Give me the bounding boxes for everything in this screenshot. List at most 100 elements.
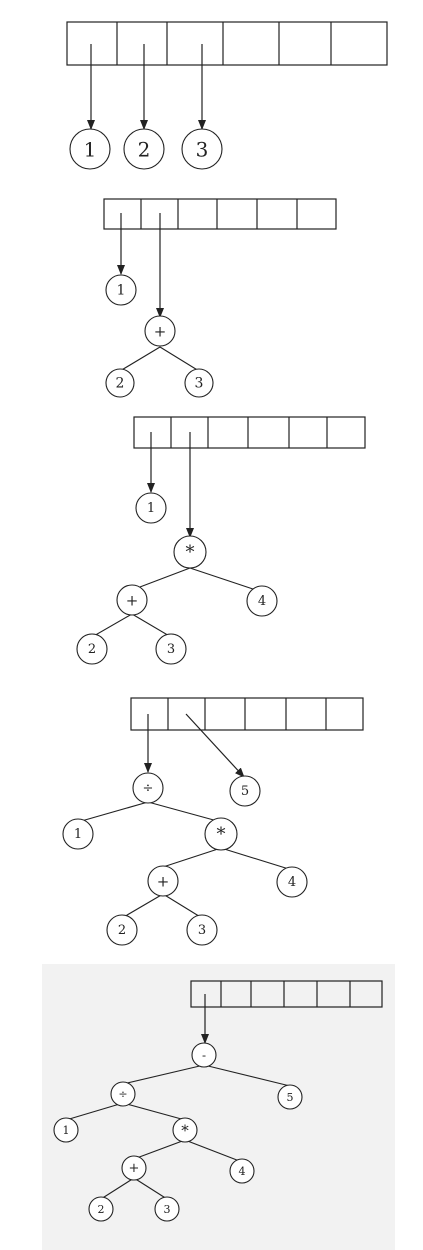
node-circle — [276, 866, 308, 898]
tree-edge — [100, 1177, 135, 1200]
node-circle — [246, 585, 278, 617]
node-circle — [172, 1117, 198, 1143]
node-2: 2 — [76, 633, 108, 665]
node-1: 1 — [62, 818, 94, 850]
node-1: 1 — [135, 492, 167, 524]
tree-edge — [65, 1102, 124, 1121]
node-circle — [116, 584, 148, 616]
node-circle — [229, 775, 261, 807]
node-label: 1 — [63, 1124, 70, 1137]
node-circle — [144, 315, 176, 347]
tree-edge — [220, 847, 293, 871]
stage-5-array — [190, 980, 383, 1008]
tree-edge — [184, 1139, 243, 1163]
node-2: 2 — [88, 1196, 114, 1222]
node-3: 3 — [155, 633, 187, 665]
node-3: 3 — [184, 368, 214, 398]
tree-edge — [189, 567, 263, 593]
node-label: 2 — [118, 923, 126, 938]
node-label: 1 — [117, 283, 126, 299]
node-plus: + — [147, 865, 179, 897]
node-label: 3 — [164, 1203, 171, 1216]
node-label: + — [157, 873, 170, 891]
node-1: 1 — [105, 274, 137, 306]
node-label: 3 — [196, 138, 209, 162]
node-5: 5 — [229, 775, 261, 807]
node-minus: - — [191, 1042, 217, 1068]
stage-1-array — [66, 21, 388, 66]
node-label: 5 — [241, 784, 249, 799]
node-4: 4 — [246, 585, 278, 617]
tree-edge — [131, 567, 191, 591]
node-label: ÷ — [143, 781, 154, 796]
node-label: * — [186, 542, 195, 563]
node-times: * — [173, 535, 207, 569]
node-circle — [154, 1196, 180, 1222]
node-4: 4 — [229, 1158, 255, 1184]
stage-1: 1 2 3 — [66, 21, 388, 170]
tree-edge — [133, 1177, 168, 1200]
node-label: 5 — [287, 1091, 294, 1104]
tree-edge — [162, 893, 203, 919]
node-label: 4 — [288, 875, 296, 890]
node-circle — [123, 128, 165, 170]
tree-edge — [122, 1064, 205, 1085]
tree-edge — [159, 346, 200, 372]
node-label: 3 — [167, 642, 175, 657]
node-circle — [69, 128, 111, 170]
node-label: + — [126, 592, 139, 610]
node-label: + — [154, 323, 167, 341]
array-frame — [190, 980, 383, 1008]
node-label: 1 — [84, 138, 97, 162]
node-circle — [155, 633, 187, 665]
node-circle — [105, 274, 137, 306]
node-label: 4 — [258, 594, 266, 609]
node-2: 2 — [106, 914, 138, 946]
node-circle — [121, 1155, 147, 1181]
node-label: 3 — [195, 376, 204, 392]
node-5: 5 — [277, 1084, 303, 1110]
node-circle — [277, 1084, 303, 1110]
node-label: * — [217, 824, 226, 845]
tree-edge — [147, 801, 222, 823]
array-frame — [133, 416, 366, 449]
node-label: + — [129, 1161, 140, 1176]
node-divide: ÷ — [110, 1081, 136, 1107]
node-label: 2 — [98, 1203, 105, 1216]
node-circle — [105, 368, 135, 398]
node-1: 1 — [53, 1117, 79, 1143]
tree-edge — [122, 1102, 186, 1121]
node-2: 2 — [123, 128, 165, 170]
node-circle — [186, 914, 218, 946]
stage-4: ÷ 5 1 * + 4 2 3 — [62, 697, 364, 946]
stage-3: 1 * + 4 2 3 — [76, 416, 366, 665]
node-times: * — [172, 1117, 198, 1143]
node-3: 3 — [154, 1196, 180, 1222]
node-plus: + — [116, 584, 148, 616]
node-times: * — [204, 817, 238, 851]
tree-edge — [133, 1139, 186, 1160]
node-3: 3 — [186, 914, 218, 946]
node-label: 2 — [88, 642, 96, 657]
node-circle — [106, 914, 138, 946]
node-plus: + — [144, 315, 176, 347]
node-circle — [229, 1158, 255, 1184]
node-circle — [135, 492, 167, 524]
stage-2-array — [103, 198, 337, 230]
array-frame — [103, 198, 337, 230]
node-circle — [110, 1081, 136, 1107]
node-label: 2 — [116, 376, 125, 392]
array-frame — [66, 21, 388, 66]
node-label: 3 — [198, 923, 206, 938]
stage-4-array — [130, 697, 364, 731]
tree-edge — [119, 346, 161, 372]
node-circle — [191, 1042, 217, 1068]
tree-edge — [121, 893, 164, 919]
node-label: * — [181, 1122, 189, 1140]
node-circle — [184, 368, 214, 398]
node-label: - — [202, 1049, 206, 1063]
node-divide: ÷ — [132, 772, 164, 804]
node-circle — [88, 1196, 114, 1222]
node-label: 2 — [138, 138, 151, 162]
